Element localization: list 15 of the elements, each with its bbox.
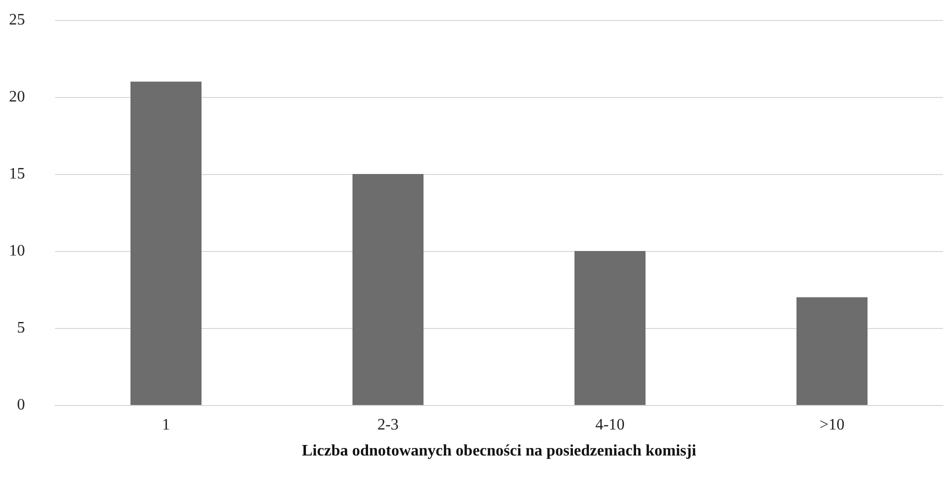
- bar: [130, 82, 202, 405]
- x-tick-label: 2-3: [377, 416, 399, 434]
- bar: [796, 297, 868, 405]
- x-axis-title: Liczba odnotowanych obecności na posiedzeniach komisji: [302, 442, 697, 460]
- bar: [352, 174, 424, 405]
- x-tick-label: 1: [162, 416, 170, 434]
- y-tick-label: 25: [9, 12, 25, 28]
- y-tick-label: 10: [9, 242, 25, 260]
- x-tick-label: 4-10: [595, 416, 625, 434]
- y-tick-label: 15: [9, 166, 25, 182]
- y-tick-label: 20: [9, 88, 25, 106]
- y-tick-label: 0: [17, 396, 25, 414]
- x-tick-label: >10: [819, 416, 845, 434]
- y-tick-label: 5: [17, 320, 25, 336]
- bar: [574, 251, 646, 405]
